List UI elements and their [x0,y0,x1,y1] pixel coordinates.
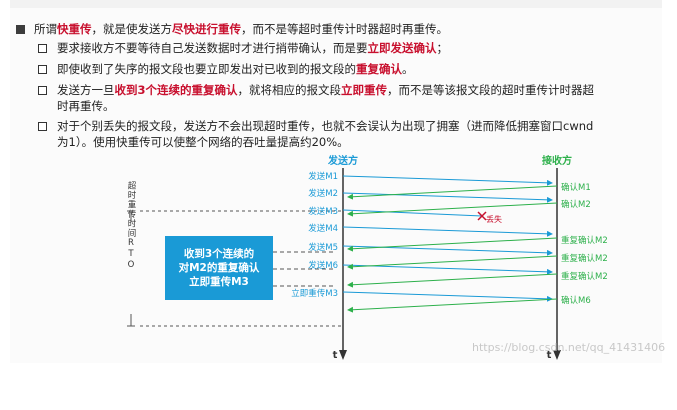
send-label: 发送M5 [308,242,338,253]
retransmit-label: 立即重传M3 [291,288,338,299]
lost-cross [477,211,487,221]
send-label: 发送M1 [308,171,338,182]
ack-label: 确认M2 [561,199,591,210]
sub-bullet-text-3: 发送方一旦收到3个连续的重复确认，就将相应的报文段立即重传，而不是等该报文段的超… [57,83,595,113]
ack-label: 重复确认M2 [561,271,608,282]
send-m1-arrow [342,175,553,186]
send-m5-arrow [342,245,553,256]
slide-top-border [10,0,662,8]
main-bullet-square [16,25,25,34]
send-m3-arrow-lost [342,209,483,217]
dup-ack-m2-arrow [347,237,558,252]
rto-label: 超时重传时间RTO [126,180,136,271]
retransmit-m3-arrow [342,291,553,302]
send-m2-arrow [342,192,553,203]
send-label: 发送M3 [308,206,338,217]
sub-bullet-checkbox [38,65,47,74]
watermark: https://blog.csdn.net/qq_41431406 [472,341,666,354]
slide-background [10,8,662,363]
sender-timeline-arrow [339,350,347,360]
sub-bullet-text-2: 即使收到了失序的报文段也要立即发出对已收到的报文段的重复确认。 [57,62,414,76]
main-bullet-text: 所谓快重传，就是使发送方尽快进行重传，而不是等超时重传计时器超时再重传。 [34,22,448,36]
sub-bullet-checkbox [38,44,47,53]
lost-label: 丢失 [486,214,502,224]
receiver-time-label: t [547,350,552,361]
fast-retransmit-callout: 收到3个连续的 对M2的重复确认 立即重传M3 [165,236,273,300]
ack-label: 确认M6 [561,295,591,306]
send-m4-arrow [342,226,553,237]
ack-m6-arrow [347,298,558,313]
send-m6-arrow [342,264,553,275]
sub-bullet-text-4: 对于个别丢失的报文段，发送方不会出现超时重传，也就不会误认为出现了拥塞（进而降低… [57,119,594,149]
send-label: 发送M2 [308,188,338,199]
dup-ack-m2-arrow [347,255,558,270]
sub-bullet-checkbox [38,122,47,131]
callout-line-3: 立即重传M3 [189,276,249,288]
rto-label-bg [124,222,138,314]
ack-label: 重复确认M2 [561,253,608,264]
callout-line-1: 收到3个连续的 [183,248,255,260]
dup-ack-m2-arrow [347,273,558,288]
ack-m1-arrow [347,185,558,200]
receiver-timeline-arrow [553,350,561,360]
send-label: 发送M4 [308,223,338,234]
ack-label: 重复确认M2 [561,235,608,246]
ack-label: 确认M1 [561,182,591,193]
callout-line-2: 对M2的重复确认 [178,262,260,274]
receiver-label: 接收方 [542,154,572,167]
send-label: 发送M6 [308,260,338,271]
ack-m2-arrow [347,202,558,217]
sub-bullet-checkbox [38,86,47,95]
sender-time-label: t [333,350,338,361]
sender-label: 发送方 [327,154,358,167]
sub-bullet-text-1: 要求接收方不要等待自己发送数据时才进行捎带确认，而是要立即发送确认； [57,41,448,55]
